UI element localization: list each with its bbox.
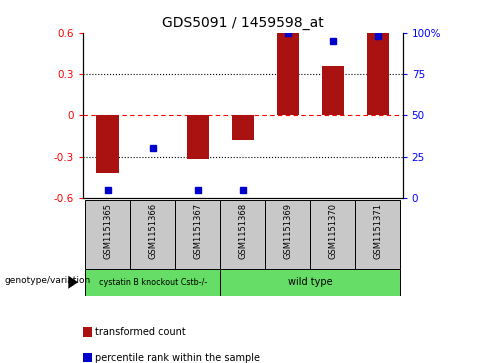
Bar <box>322 66 344 115</box>
Bar <box>231 115 254 140</box>
Text: GSM1151365: GSM1151365 <box>103 203 112 259</box>
Text: cystatin B knockout Cstb-/-: cystatin B knockout Cstb-/- <box>99 278 207 287</box>
Text: GSM1151368: GSM1151368 <box>238 203 247 259</box>
Bar <box>220 200 265 269</box>
Text: genotype/variation: genotype/variation <box>5 276 91 285</box>
Text: wild type: wild type <box>288 277 333 287</box>
Text: GSM1151369: GSM1151369 <box>284 203 292 259</box>
Bar <box>355 200 400 269</box>
Bar <box>277 33 299 115</box>
Bar <box>265 200 310 269</box>
Bar <box>186 115 209 159</box>
Text: GSM1151366: GSM1151366 <box>148 203 157 259</box>
Text: GSM1151370: GSM1151370 <box>328 203 337 259</box>
Bar <box>85 200 130 269</box>
Bar <box>366 33 389 115</box>
Title: GDS5091 / 1459598_at: GDS5091 / 1459598_at <box>162 16 324 30</box>
Bar <box>85 269 220 296</box>
Bar <box>97 115 119 173</box>
Bar <box>175 200 220 269</box>
Text: GSM1151371: GSM1151371 <box>373 203 382 259</box>
Text: percentile rank within the sample: percentile rank within the sample <box>95 352 260 363</box>
Bar <box>220 269 400 296</box>
Bar <box>310 200 355 269</box>
Bar <box>130 200 175 269</box>
Text: transformed count: transformed count <box>95 327 186 337</box>
Text: GSM1151367: GSM1151367 <box>193 203 202 259</box>
